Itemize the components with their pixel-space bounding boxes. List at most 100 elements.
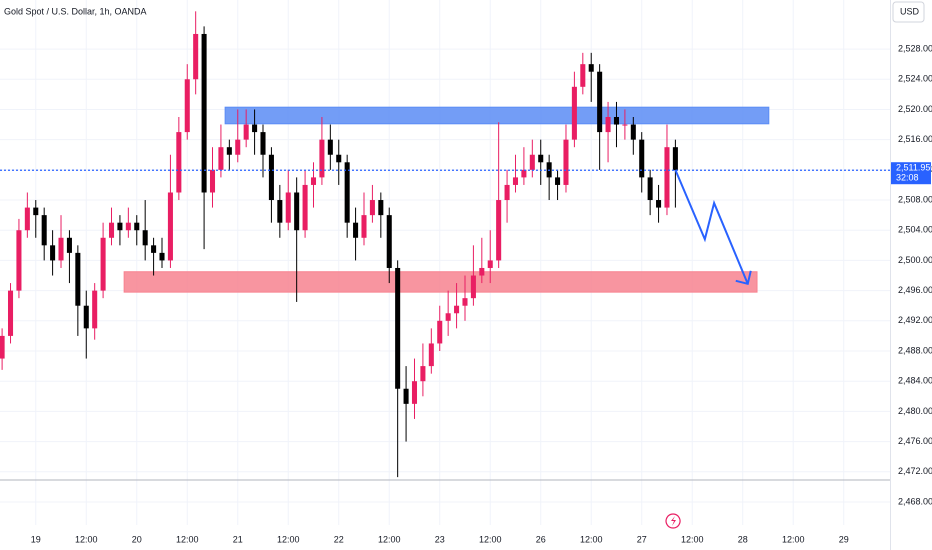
overlay-layer bbox=[0, 169, 890, 286]
candle-body bbox=[184, 79, 190, 133]
x-tick-label: 12:00 bbox=[479, 534, 502, 544]
candle-body bbox=[656, 200, 662, 208]
candle-body bbox=[529, 154, 535, 170]
candle-body bbox=[58, 237, 64, 261]
currency-button[interactable] bbox=[892, 1, 925, 23]
candle-body bbox=[386, 215, 392, 268]
candle-body bbox=[437, 320, 443, 344]
x-tick-label: 12:00 bbox=[176, 534, 199, 544]
x-tick-label: 23 bbox=[435, 534, 445, 544]
candle-body bbox=[361, 215, 367, 238]
currency-label: USD bbox=[900, 6, 920, 16]
y-tick-label: 2,520.000 bbox=[898, 104, 932, 114]
candle-body bbox=[369, 200, 375, 216]
candle-body bbox=[512, 177, 519, 185]
y-tick-label: 2,476.000 bbox=[898, 436, 932, 446]
candle-body bbox=[125, 222, 131, 231]
alert-icon-bolt bbox=[671, 516, 676, 526]
candle-body bbox=[260, 132, 266, 155]
x-tick-label: 12:00 bbox=[681, 534, 704, 544]
candle-body bbox=[378, 200, 384, 216]
alert-icon[interactable] bbox=[665, 513, 681, 529]
candle-body bbox=[159, 252, 165, 261]
candle-body bbox=[555, 177, 561, 185]
candle-body bbox=[24, 207, 30, 231]
candle-body bbox=[302, 184, 308, 231]
candle-body bbox=[395, 267, 401, 389]
y-tick-label: 2,488.000 bbox=[898, 345, 932, 355]
candle-body bbox=[209, 169, 216, 193]
candle-body bbox=[597, 71, 603, 133]
y-tick-label: 2,480.000 bbox=[898, 406, 932, 416]
candle-body bbox=[252, 124, 258, 133]
candle-body bbox=[201, 33, 207, 193]
candle-body bbox=[33, 207, 39, 216]
candle-body bbox=[151, 245, 157, 253]
last-price-label: 2,511.950 bbox=[896, 163, 932, 173]
candle-body bbox=[75, 252, 81, 306]
candle-body bbox=[235, 139, 241, 155]
candle-body bbox=[176, 132, 182, 193]
x-tick-label: 12:00 bbox=[75, 534, 98, 544]
candle-body bbox=[563, 139, 569, 185]
candle-body bbox=[41, 215, 47, 246]
x-tick-label: 28 bbox=[738, 534, 748, 544]
y-tick-label: 2,472.000 bbox=[898, 466, 932, 476]
candle-body bbox=[100, 237, 106, 291]
candle-body bbox=[605, 117, 611, 133]
zone bbox=[123, 271, 758, 293]
candle-body bbox=[672, 147, 678, 171]
x-tick-label: 12:00 bbox=[782, 534, 805, 544]
candle-body bbox=[664, 147, 670, 208]
candle-body bbox=[538, 154, 544, 163]
candle-body bbox=[327, 139, 333, 155]
x-tick-label: 21 bbox=[233, 534, 243, 544]
y-tick-label: 2,524.000 bbox=[898, 74, 932, 84]
candle-body bbox=[411, 381, 418, 404]
candle-body bbox=[353, 222, 359, 238]
y-tick-label: 2,468.000 bbox=[898, 496, 932, 506]
candle-body bbox=[226, 147, 232, 155]
candle-layer bbox=[0, 11, 678, 478]
zone bbox=[224, 106, 770, 125]
candle-body bbox=[66, 237, 72, 253]
candle-body bbox=[445, 313, 451, 321]
candle-body bbox=[50, 245, 56, 261]
candle-body bbox=[403, 388, 409, 404]
candle-body bbox=[294, 192, 300, 231]
candle-body bbox=[92, 290, 98, 329]
candle-body bbox=[630, 124, 636, 140]
candle-body bbox=[193, 33, 199, 80]
x-tick-label: 29 bbox=[839, 534, 849, 544]
x-tick-label: 20 bbox=[132, 534, 142, 544]
chart-title: Gold Spot / U.S. Dollar, 1h, OANDA bbox=[4, 6, 147, 16]
last-price-box bbox=[891, 162, 931, 185]
candle-body bbox=[285, 192, 291, 223]
candle-body bbox=[622, 124, 628, 126]
candle-body bbox=[470, 275, 476, 299]
candle-body bbox=[319, 139, 325, 178]
candle-body bbox=[167, 192, 173, 261]
candle-body bbox=[487, 260, 493, 268]
x-tick-label: 22 bbox=[334, 534, 344, 544]
candle-body bbox=[336, 154, 342, 163]
y-tick-label: 2,492.000 bbox=[898, 315, 932, 325]
candle-body bbox=[134, 222, 140, 231]
candle-body bbox=[268, 154, 274, 201]
y-tick-label: 2,508.000 bbox=[898, 194, 932, 204]
candle-body bbox=[83, 305, 89, 329]
x-tick-label: 12:00 bbox=[378, 534, 401, 544]
projection-path bbox=[674, 169, 749, 285]
y-tick-label: 2,484.000 bbox=[898, 376, 932, 386]
candle-body bbox=[344, 162, 350, 223]
candle-body bbox=[639, 139, 645, 178]
candle-body bbox=[142, 230, 148, 246]
y-tick-label: 2,528.000 bbox=[898, 43, 932, 53]
y-tick-label: 2,496.000 bbox=[898, 285, 932, 295]
candle-body bbox=[277, 200, 283, 223]
candle-body bbox=[420, 366, 426, 382]
projection-arrowhead bbox=[735, 270, 752, 286]
candle-body bbox=[571, 86, 577, 140]
x-tick-label: 12:00 bbox=[580, 534, 603, 544]
